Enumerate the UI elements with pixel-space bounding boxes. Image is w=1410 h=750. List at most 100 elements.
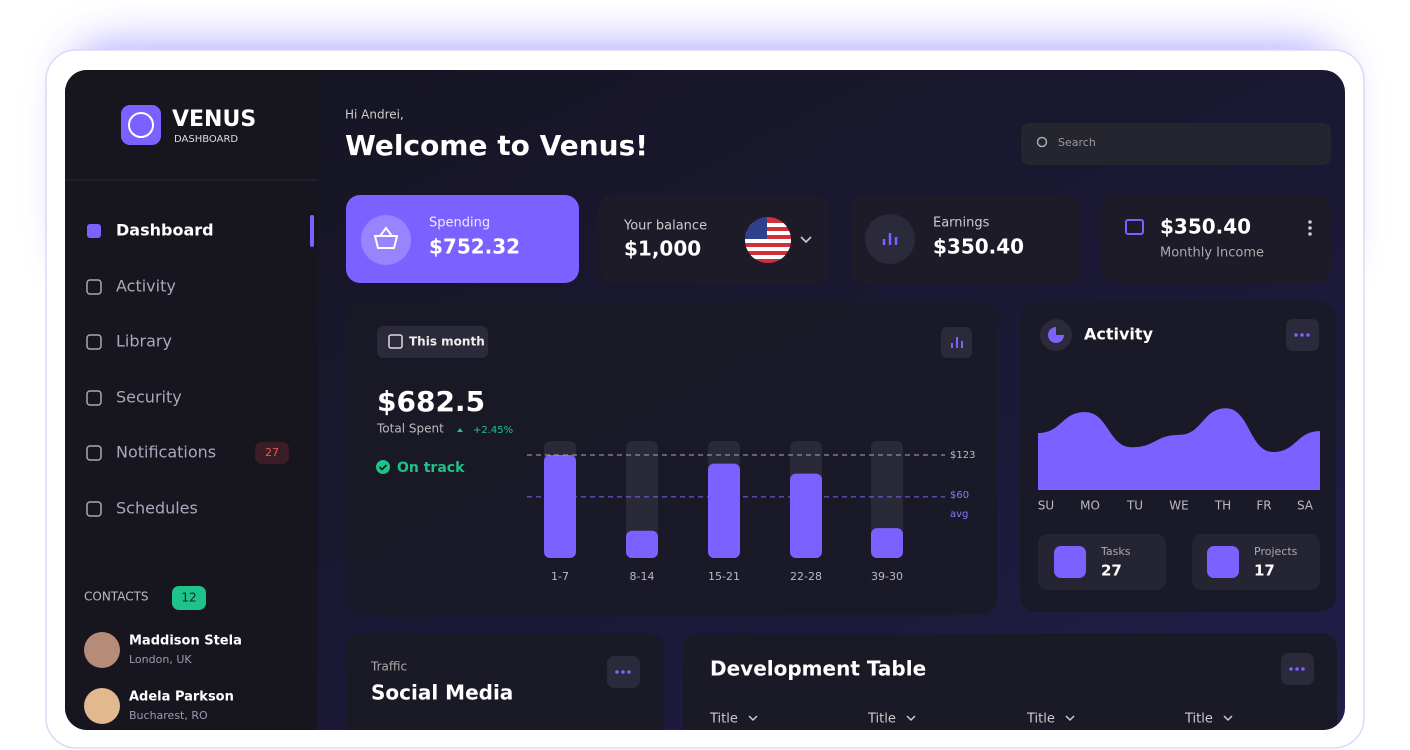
card-value: $752.32	[429, 235, 520, 259]
bar	[626, 530, 658, 558]
card-icon	[361, 215, 411, 265]
nav-item[interactable]: Notifications	[116, 443, 216, 462]
greeting: Hi Andrei,	[345, 108, 404, 122]
contact-location: Bucharest, RO	[129, 709, 208, 722]
bar-track	[626, 441, 658, 558]
status-label: On track	[397, 460, 465, 476]
x-tick-label: 1-7	[551, 570, 569, 583]
contact-name[interactable]: Adela Parkson	[129, 690, 234, 705]
dot	[1306, 333, 1310, 337]
brand-sub: DASHBOARD	[174, 134, 238, 145]
contacts-title: CONTACTS	[84, 590, 149, 604]
badge	[172, 586, 206, 610]
avatar	[84, 632, 120, 668]
brand-name: VENUS	[172, 107, 256, 132]
x-tick-label: SA	[1297, 499, 1314, 513]
chevron[interactable]	[800, 236, 812, 244]
nav-item[interactable]: Activity	[116, 277, 176, 296]
dot	[1289, 667, 1293, 671]
sidebar	[65, 70, 318, 730]
nav-item[interactable]: Security	[116, 388, 182, 407]
x-tick-label: FR	[1256, 499, 1271, 513]
x-tick-label: MO	[1080, 499, 1100, 513]
panel-title: Social Media	[371, 681, 513, 705]
up-arrow	[457, 428, 463, 432]
bar	[790, 473, 822, 558]
card[interactable]	[851, 195, 1081, 283]
logo	[121, 105, 161, 145]
dot	[615, 670, 619, 674]
avg-label: avg	[950, 509, 968, 520]
tile-icon	[1054, 546, 1086, 578]
nav-icon	[86, 445, 102, 461]
search-box[interactable]	[1021, 123, 1331, 165]
panel-label: Traffic	[370, 660, 407, 674]
pie-icon	[1048, 327, 1064, 343]
tile-icon	[1207, 546, 1239, 578]
column-header[interactable]: Title	[709, 712, 738, 727]
logo-mark	[128, 112, 154, 138]
total-value: $682.5	[377, 385, 485, 418]
search-placeholder[interactable]: Search	[1058, 136, 1096, 149]
panel-title: Activity	[1084, 325, 1154, 344]
nav-item[interactable]: Schedules	[116, 499, 198, 518]
nav-badge: 27	[265, 446, 279, 459]
tile-value: 17	[1254, 562, 1275, 580]
card-label: Earnings	[933, 216, 990, 231]
dot	[1301, 667, 1305, 671]
sort-icon[interactable]	[1065, 715, 1075, 722]
tile-label: Tasks	[1100, 545, 1131, 558]
dot	[1294, 333, 1298, 337]
contact-location: London, UK	[129, 653, 192, 666]
card-icon	[1125, 219, 1144, 235]
reference-label: $123	[950, 450, 975, 461]
dashboard	[65, 70, 1345, 730]
change-label: +2.45%	[473, 425, 513, 436]
panel	[346, 302, 997, 615]
card-label: Monthly Income	[1160, 246, 1264, 261]
basket-icon	[373, 226, 399, 249]
nav-icon	[86, 334, 102, 350]
card-value: $350.40	[1160, 215, 1251, 239]
nav-item[interactable]: Library	[116, 332, 172, 351]
bars-icon	[882, 233, 898, 245]
x-tick-label: WE	[1169, 499, 1188, 513]
period-label[interactable]: This month	[409, 335, 485, 349]
flag	[745, 217, 791, 263]
dot	[1295, 667, 1299, 671]
x-tick-label: TH	[1214, 499, 1231, 513]
period-button[interactable]	[377, 326, 488, 358]
content: VENUS DASHBOARD Dashboard Activity Library Se…	[84, 107, 1320, 727]
sort-icon[interactable]	[1223, 715, 1233, 722]
avatar	[84, 688, 120, 724]
tile-label: Projects	[1254, 545, 1298, 558]
contacts-count: 12	[181, 591, 196, 605]
panel	[683, 633, 1337, 730]
page-title: Welcome to Venus!	[345, 129, 648, 162]
dot	[621, 670, 625, 674]
nav-item[interactable]: Dashboard	[116, 221, 214, 240]
column-header[interactable]: Title	[1026, 712, 1055, 727]
column-header[interactable]: Title	[1184, 712, 1213, 727]
column-header[interactable]: Title	[867, 712, 896, 727]
x-tick-label: SU	[1038, 499, 1054, 513]
card-label: Spending	[429, 216, 490, 231]
card-label: Your balance	[623, 219, 707, 234]
nav-icon	[87, 224, 101, 238]
check	[378, 464, 388, 471]
card[interactable]	[346, 195, 579, 283]
card[interactable]	[1101, 195, 1331, 283]
bar	[544, 454, 576, 558]
x-tick-label: 8-14	[630, 570, 655, 583]
sort-icon[interactable]	[906, 715, 916, 722]
sort-icon[interactable]	[748, 715, 758, 722]
x-tick-label: 39-30	[871, 570, 903, 583]
bar	[708, 463, 740, 558]
contact-name[interactable]: Maddison Stela	[129, 634, 242, 649]
tile-value: 27	[1101, 562, 1122, 580]
nav-icon	[86, 390, 102, 406]
more-icon[interactable]	[1308, 220, 1312, 236]
x-tick-label: 22-28	[790, 570, 822, 583]
